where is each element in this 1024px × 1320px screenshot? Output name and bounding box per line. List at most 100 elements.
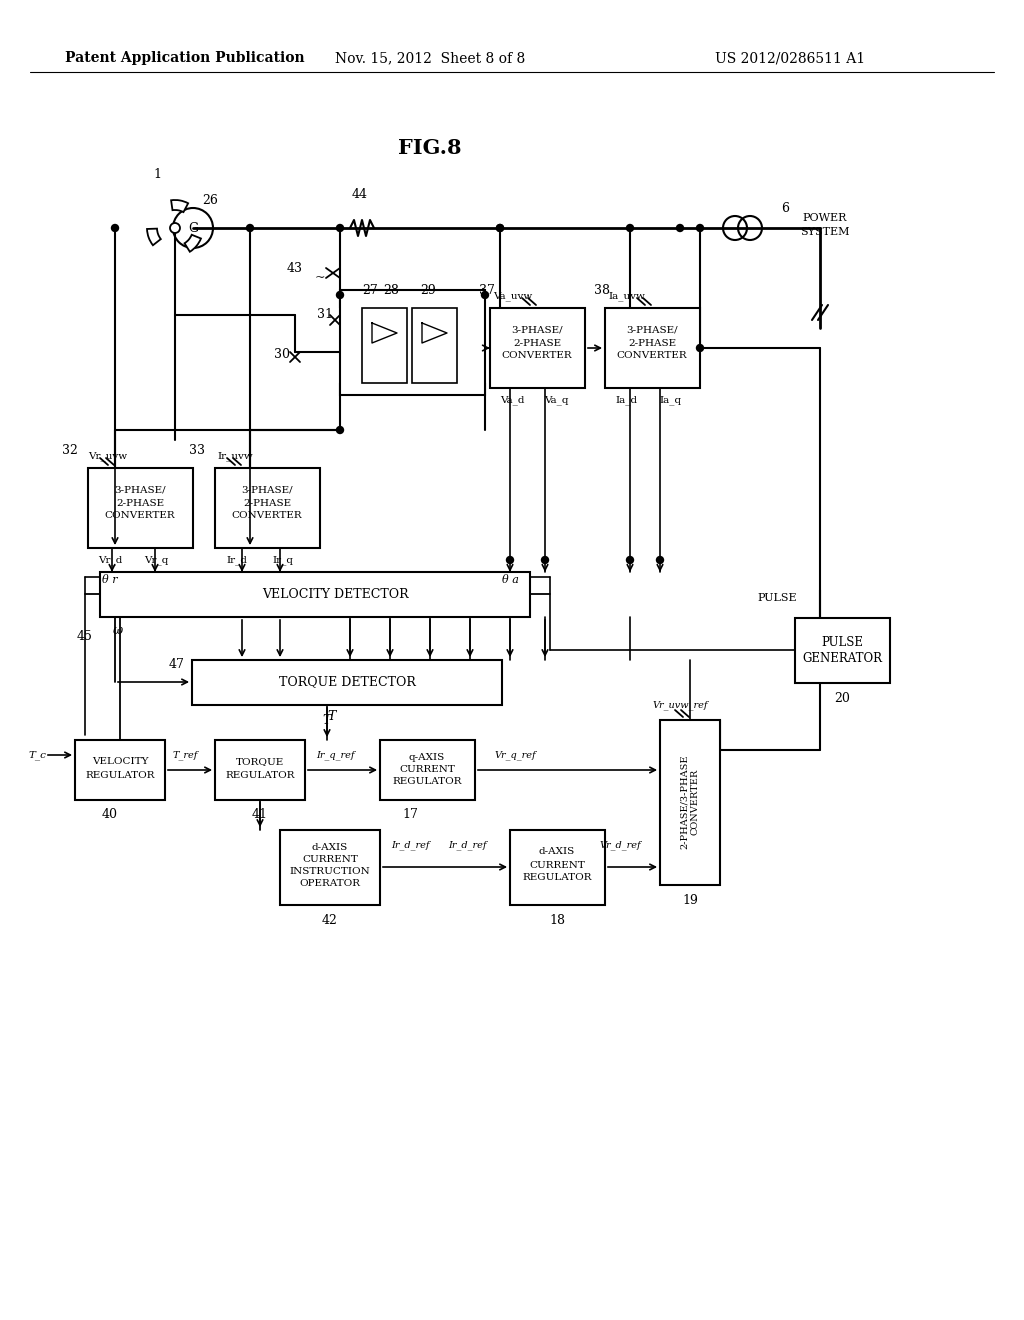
Circle shape [656, 557, 664, 564]
Text: ω: ω [113, 624, 123, 638]
Text: Ir_d_ref: Ir_d_ref [447, 840, 486, 850]
Text: Ia_q: Ia_q [659, 395, 682, 405]
Text: REGULATOR: REGULATOR [392, 777, 462, 787]
Circle shape [481, 292, 488, 298]
Text: REGULATOR: REGULATOR [85, 771, 155, 780]
Circle shape [696, 224, 703, 231]
Bar [215, 469, 319, 548]
Bar [412, 308, 457, 383]
Bar [88, 469, 193, 548]
Bar [660, 719, 720, 884]
Text: ~: ~ [314, 272, 326, 285]
Text: 33: 33 [189, 444, 205, 457]
Text: 47: 47 [169, 659, 185, 672]
Text: Vr_uvw_ref: Vr_uvw_ref [652, 700, 708, 710]
Text: PULSE: PULSE [757, 593, 797, 603]
Text: POWER: POWER [803, 213, 847, 223]
Text: 27: 27 [362, 285, 378, 297]
Text: 3-PHASE/: 3-PHASE/ [627, 326, 678, 334]
Text: 44: 44 [352, 189, 368, 202]
Text: 45: 45 [77, 631, 93, 644]
Text: FIG.8: FIG.8 [398, 139, 462, 158]
Text: θ a: θ a [502, 576, 518, 585]
Bar [510, 830, 605, 906]
Text: TORQUE: TORQUE [236, 758, 284, 767]
Text: Ir_d_ref: Ir_d_ref [391, 840, 429, 850]
Circle shape [696, 345, 703, 351]
Text: 2-PHASE/3-PHASE
CONVERTER: 2-PHASE/3-PHASE CONVERTER [680, 755, 699, 849]
Text: T: T [323, 714, 331, 726]
Text: θ r: θ r [102, 576, 118, 585]
Circle shape [112, 224, 119, 231]
Text: 38: 38 [594, 284, 610, 297]
Bar [193, 660, 502, 705]
Text: CONVERTER: CONVERTER [502, 351, 572, 360]
Polygon shape [372, 323, 397, 343]
Bar [380, 741, 475, 800]
Circle shape [337, 224, 343, 231]
Text: CONVERTER: CONVERTER [231, 511, 302, 520]
Text: Vr_d: Vr_d [98, 556, 122, 565]
Text: 17: 17 [402, 808, 418, 821]
Text: 28: 28 [383, 285, 399, 297]
Text: Ia_d: Ia_d [616, 395, 638, 405]
Text: T_c: T_c [28, 750, 46, 760]
Circle shape [497, 224, 504, 231]
Text: T: T [328, 710, 336, 723]
Text: INSTRUCTION: INSTRUCTION [290, 867, 371, 876]
Bar [280, 830, 380, 906]
Circle shape [170, 223, 180, 234]
Circle shape [247, 224, 254, 231]
Text: VELOCITY: VELOCITY [92, 758, 148, 767]
Text: 29: 29 [420, 285, 436, 297]
Text: OPERATOR: OPERATOR [299, 879, 360, 888]
Text: Va_d: Va_d [500, 395, 524, 405]
Text: 2-PHASE: 2-PHASE [513, 338, 561, 347]
Circle shape [337, 426, 343, 433]
Text: 19: 19 [682, 894, 698, 907]
Wedge shape [184, 235, 201, 252]
Circle shape [337, 292, 343, 298]
Text: d-AXIS: d-AXIS [312, 843, 348, 853]
Bar [362, 308, 407, 383]
Bar [490, 308, 585, 388]
Text: CONVERTER: CONVERTER [616, 351, 687, 360]
Text: US 2012/0286511 A1: US 2012/0286511 A1 [715, 51, 865, 65]
Text: CONVERTER: CONVERTER [104, 511, 175, 520]
Text: Vr_d_ref: Vr_d_ref [599, 840, 641, 850]
Bar [215, 741, 305, 800]
Text: Nov. 15, 2012  Sheet 8 of 8: Nov. 15, 2012 Sheet 8 of 8 [335, 51, 525, 65]
Text: 43: 43 [287, 261, 303, 275]
Text: d-AXIS: d-AXIS [539, 847, 575, 857]
Text: 6: 6 [781, 202, 790, 214]
Text: GENERATOR: GENERATOR [802, 652, 882, 664]
Wedge shape [147, 228, 161, 246]
Text: 37: 37 [479, 284, 495, 297]
Text: 3-PHASE/: 3-PHASE/ [115, 486, 166, 495]
Text: Ir_d: Ir_d [226, 556, 248, 565]
Bar [100, 572, 530, 616]
Text: Vr_q_ref: Vr_q_ref [495, 750, 536, 760]
Text: CURRENT: CURRENT [302, 855, 358, 865]
Text: 3-PHASE/: 3-PHASE/ [511, 326, 563, 334]
Bar [75, 741, 165, 800]
Text: 3-PHASE/: 3-PHASE/ [242, 486, 293, 495]
Text: TORQUE DETECTOR: TORQUE DETECTOR [279, 676, 416, 689]
Text: 31: 31 [317, 309, 333, 322]
Text: 41: 41 [252, 808, 268, 821]
Text: SYSTEM: SYSTEM [800, 227, 850, 238]
Text: 18: 18 [549, 913, 565, 927]
Text: PULSE: PULSE [821, 636, 863, 649]
Circle shape [507, 557, 513, 564]
Text: CURRENT: CURRENT [529, 861, 585, 870]
Text: VELOCITY DETECTOR: VELOCITY DETECTOR [262, 587, 409, 601]
Text: 42: 42 [323, 913, 338, 927]
Circle shape [497, 224, 504, 231]
Text: 2-PHASE: 2-PHASE [116, 499, 164, 507]
Text: Vr_uvw: Vr_uvw [88, 451, 128, 461]
Bar [340, 290, 485, 395]
Text: 2-PHASE: 2-PHASE [628, 338, 676, 347]
Circle shape [542, 557, 549, 564]
Text: Patent Application Publication: Patent Application Publication [66, 51, 305, 65]
Text: 2-PHASE: 2-PHASE [243, 499, 291, 507]
